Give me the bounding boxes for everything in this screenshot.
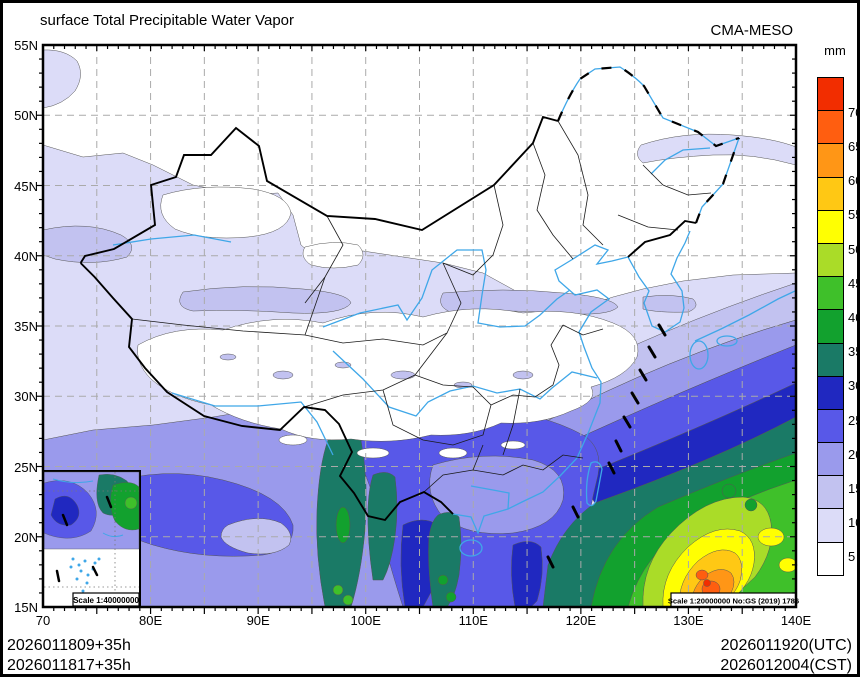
valid-time-utc: 2026011920(UTC) [720,637,852,654]
colorbar-swatch [817,242,844,278]
x-tick-label: 120E [565,613,597,628]
songhua-river [650,147,711,175]
valid-time-cst: 2026012004(CST) [720,657,852,674]
colorbar-swatch [817,176,844,211]
colorbar-tick-label: 60 [848,173,857,189]
colorbar-tick-label: 15 [848,480,857,496]
shikoku-coastline [716,335,738,347]
colorbar-tick-label: 5 [848,549,856,565]
main-scale: Scale 1:20000000 No:GS (2019) 1786 [668,592,799,608]
geography-lines [79,65,796,569]
yangtze-river [332,350,598,417]
x-tick-label: 100E [350,613,381,628]
colorbar [817,77,844,576]
y-tick-label: 20N [14,529,38,545]
y-tick-label: 45N [14,178,38,194]
x-tick-label: 70 [35,613,51,628]
inset-coast-squiggles [52,478,124,538]
kyushu-coastline [689,340,709,370]
colorbar-tick-label: 40 [848,309,857,325]
pearl-river [470,485,510,510]
inset-scale-label: Scale 1:40000000 [73,596,139,605]
plot-border [41,43,798,609]
honshu-coastline [694,290,796,342]
x-tick-label: 80E [138,613,163,628]
x-tick-label: 140E [780,613,812,628]
y-tick-label: 35N [14,319,38,334]
colorbar-tick-label: 35 [848,344,857,360]
map-plot-area: Scale 1:40000000 Scale 1:20000000 No:GS … [36,43,799,614]
colorbar-swatch [817,375,844,410]
map-canvas: Scale 1:40000000 Scale 1:20000000 No:GS … [36,43,799,614]
colorbar-swatch [817,77,844,112]
colorbar-tick-label: 20 [848,446,857,462]
y-tick-label: 55N [14,38,38,53]
colorbar-swatch [817,110,844,145]
colorbar-swatch [817,276,844,311]
model-name-label: CMA-MESO [710,22,794,39]
x-tick-label: 90E [246,613,270,628]
colorbar-swatch [817,508,844,543]
yellow-river [322,249,571,328]
island-dashes [546,323,667,569]
taiwan-coastline [585,461,603,507]
inset-map: Scale 1:40000000 [42,470,141,608]
brahmaputra-river [171,392,334,456]
colorbar-tick-label: 30 [848,378,857,394]
colorbar-tick-label: 65 [848,138,857,154]
china-coastline [452,244,629,535]
hainan-coastline [459,539,483,557]
colorbar-swatch [817,309,844,344]
colorbar-swatch [817,541,844,576]
colorbar-swatch [817,408,844,444]
y-tick-label: 40N [14,248,38,264]
china-national-border [79,115,697,522]
y-tick-label: 15N [14,600,38,615]
tarim-river [112,234,232,246]
colorbar-tick-label: 45 [848,275,857,291]
chart-title: surface Total Precipitable Water Vapor [40,12,295,29]
init-time-cst: 2026011817+35h [7,657,131,674]
colorbar-unit-label: mm [824,43,846,58]
colorbar-swatch [817,442,844,477]
colorbar-swatch [817,143,844,178]
colorbar-tick-label: 10 [848,515,857,531]
x-tick-label: 130E [673,613,704,628]
y-tick-label: 50N [14,108,38,124]
colorbar-tick-label: 55 [848,207,857,223]
colorbar-tick-label: 70 [848,104,857,120]
init-time-utc: 2026011809+35h [7,637,131,654]
y-tick-label: 25N [14,459,38,475]
colorbar-swatch [817,475,844,510]
x-tick-label: 110E [458,613,488,628]
colorbar-swatch [817,342,844,377]
colorbar-tick-label: 25 [848,412,857,428]
y-tick-label: 30N [14,389,38,405]
colorbar-swatch [817,209,844,244]
inset-dashes [55,495,113,583]
colorbar-tick-label: 50 [848,241,857,257]
province-borders [131,120,712,493]
river-border-dashes [556,65,741,224]
korea-coastline [627,230,691,333]
main-scale-label: Scale 1:20000000 No:GS (2019) 1786 [668,597,799,606]
